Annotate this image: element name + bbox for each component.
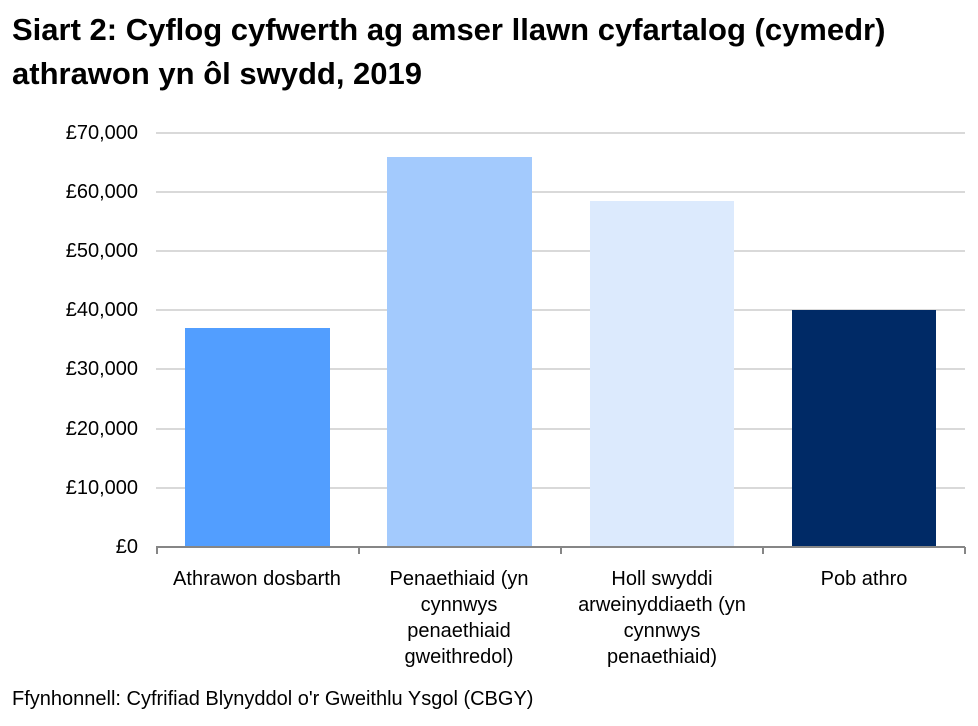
x-label-line: arweinyddiaeth (yn (578, 594, 746, 616)
x-tick-mark (358, 547, 360, 554)
x-label-holl-swyddi: Holl swyddi arweinyddiaeth (yn cynnwys pena… (562, 566, 762, 670)
bar-penaethiaid (387, 157, 532, 547)
y-tick-label: £70,000 (65, 122, 138, 144)
x-label-line: gweithredol) (404, 646, 514, 668)
x-label-pob-athro: Pob athro (764, 566, 964, 592)
x-label-line: cynnwys (420, 594, 498, 616)
y-tick-label: £0 (115, 536, 138, 558)
x-tick-mark (964, 547, 966, 554)
gridline-40000 (156, 309, 965, 311)
bar-pob-athro (792, 310, 936, 547)
x-tick-mark (560, 547, 562, 554)
x-label-line: Holl swyddi (611, 568, 713, 590)
gridline-50000 (156, 250, 965, 252)
gridline-60000 (156, 191, 965, 193)
bar-holl-swyddi-arweinyddiaeth (590, 201, 734, 547)
x-label-line: penaethiaid (407, 620, 511, 642)
y-tick-label: £30,000 (65, 358, 138, 380)
x-label-line: Penaethiaid (yn (389, 568, 529, 590)
gridline-20000 (156, 428, 965, 430)
source-note: Ffynhonnell: Cyfrifiad Blynyddol o'r Gwe… (12, 688, 534, 710)
chart-title: Siart 2: Cyflog cyfwerth ag amser llawn … (12, 12, 886, 91)
y-tick-label: £10,000 (65, 477, 138, 499)
gridline-30000 (156, 368, 965, 370)
x-label-line: cynnwys (623, 620, 701, 642)
x-label-line: Athrawon dosbarth (173, 568, 341, 590)
y-tick-label: £20,000 (65, 418, 138, 440)
gridline-10000 (156, 487, 965, 489)
x-label-line: Pob athro (820, 568, 908, 590)
bar-athrawon-dosbarth (185, 328, 330, 547)
x-label-athrawon-dosbarth: Athrawon dosbarth (157, 566, 357, 592)
y-tick-label: £50,000 (65, 240, 138, 262)
gridline-70000 (156, 132, 965, 134)
x-tick-mark (762, 547, 764, 554)
x-label-line: penaethiaid) (606, 646, 718, 668)
x-tick-mark (156, 547, 158, 554)
y-tick-label: £40,000 (65, 299, 138, 321)
x-label-penaethiaid: Penaethiaid (yn cynnwys penaethiaid gweithr… (359, 566, 559, 670)
y-tick-label: £60,000 (65, 181, 138, 203)
